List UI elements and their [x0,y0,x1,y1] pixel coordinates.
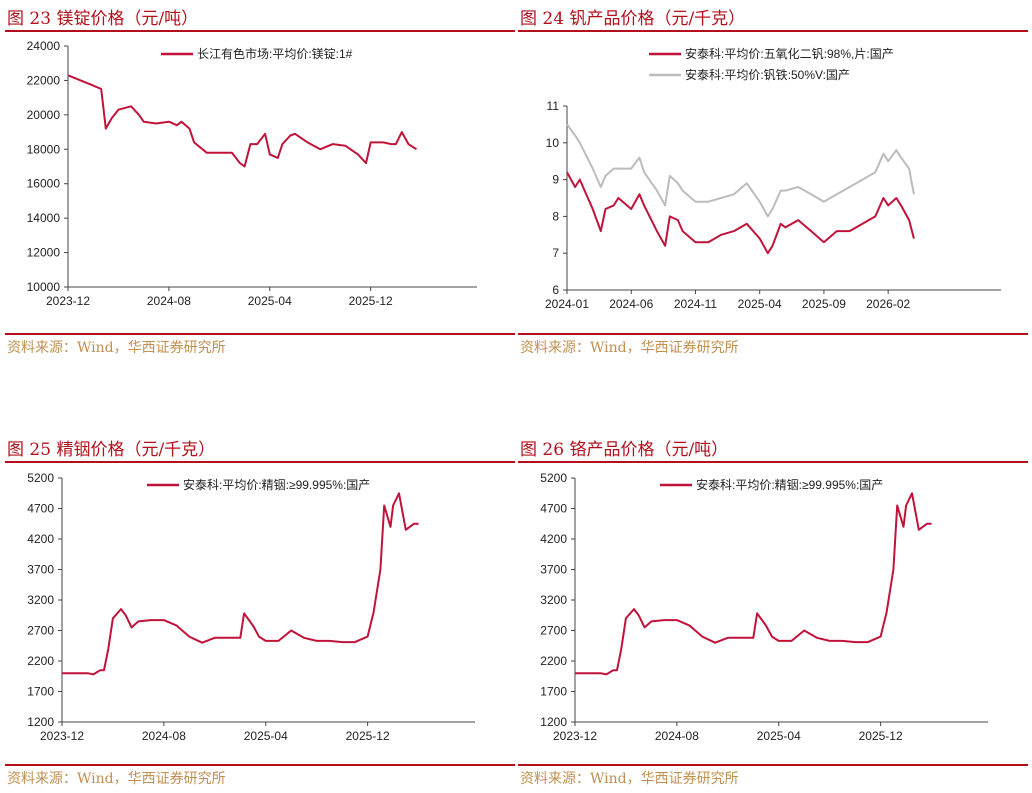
x-tick-label: 2024-08 [655,729,699,743]
source-rule [5,764,515,766]
y-tick-label: 20000 [27,108,61,122]
y-tick-label: 2700 [540,624,567,638]
y-tick-label: 4200 [540,532,567,546]
x-tick-label: 2025-09 [802,297,846,311]
x-tick-label: 2024-11 [674,297,717,311]
x-tick-label: 2025-12 [859,729,903,743]
legend-label: 安泰科:平均价:五氧化二钒:98%,片:国产 [685,46,894,61]
chart-title: 图 23 镁锭价格（元/吨） [7,9,199,29]
series-line [566,123,915,218]
x-tick-label: 2025-12 [346,729,390,743]
x-tick-label: 2023-12 [40,729,84,743]
x-tick-label: 2024-01 [545,297,589,311]
y-tick-label: 18000 [27,142,61,156]
source-rule [518,764,1028,766]
y-tick-label: 4700 [27,502,54,516]
magnesium-price-chart: 10000 12000 14000 16000 18000 20000 22000 24000… [27,39,477,308]
y-tick-label: 22000 [27,73,61,87]
y-tick-label: 2200 [27,654,54,668]
y-tick-label: 4200 [27,532,54,546]
source-rule [518,333,1028,335]
legend-label: 安泰科:平均价:钒铁:50%V:国产 [685,67,850,82]
y-tick-label: 4700 [540,502,567,516]
x-tick-label: 2023-12 [46,294,90,308]
y-tick-label: 10 [546,136,560,150]
x-tick-label: 2025-04 [244,729,288,743]
source-rule [5,333,515,335]
chromium-price-chart: 1200 1700 2200 2700 3200 3700 4200 4700 5200 2023… [540,471,988,743]
x-tick-label: 2024-08 [147,294,191,308]
y-tick-label: 2700 [27,624,54,638]
series-line [575,492,932,676]
series-line [62,492,419,676]
y-tick-label: 1700 [540,685,567,699]
x-tick-label: 2025-04 [757,729,801,743]
x-tick-label: 2025-04 [738,297,782,311]
y-tick-label: 5200 [540,471,567,485]
x-tick-label: 2026-02 [866,297,910,311]
y-tick-label: 10000 [27,280,61,294]
y-tick-label: 6 [552,283,559,297]
y-tick-label: 3700 [540,563,567,577]
y-tick-label: 8 [552,209,559,223]
chart-title: 图 25 精铟价格（元/千克） [7,440,216,460]
source-note: 资料来源：Wind，华西证券研究所 [520,340,739,356]
indium-price-chart: 1200 1700 2200 2700 3200 3700 4200 4700 5200 2023… [27,471,475,743]
y-tick-label: 9 [552,173,559,187]
y-tick-label: 7 [552,246,559,260]
x-tick-label: 2024-08 [142,729,186,743]
source-note: 资料来源：Wind，华西证券研究所 [520,771,739,787]
legend-label: 安泰科:平均价:精铟:≥99.995%:国产 [183,477,370,492]
y-tick-label: 1200 [540,715,567,729]
x-tick-label: 2025-04 [248,294,292,308]
source-note: 资料来源：Wind，华西证券研究所 [7,340,226,356]
series-line [566,171,915,255]
x-tick-label: 2023-12 [553,729,597,743]
series-line [67,74,418,168]
y-tick-label: 24000 [27,39,61,53]
y-tick-label: 12000 [27,246,61,260]
title-rule [518,461,1028,463]
x-tick-label: 2025-12 [349,294,393,308]
y-tick-label: 3200 [27,593,54,607]
y-tick-label: 14000 [27,211,61,225]
y-tick-label: 1200 [27,715,54,729]
chart-title: 图 24 钒产品价格（元/千克） [520,9,746,29]
title-rule [5,461,515,463]
source-note: 资料来源：Wind，华西证券研究所 [7,771,226,787]
y-tick-label: 5200 [27,471,54,485]
y-tick-label: 3200 [540,593,567,607]
vanadium-price-chart: 6 7 8 9 10 11 2024-01 2024-06 2024-11 2025-04 2025… [545,46,1001,311]
y-tick-label: 3700 [27,563,54,577]
y-tick-label: 16000 [27,177,61,191]
legend-label: 安泰科:平均价:精铟:≥99.995%:国产 [696,477,883,492]
x-tick-label: 2024-06 [609,297,653,311]
title-rule [5,30,515,32]
y-tick-label: 2200 [540,654,567,668]
legend-label: 长江有色市场:平均价:镁锭:1# [197,46,353,61]
title-rule [518,30,1028,32]
y-tick-label: 11 [547,99,560,113]
y-tick-label: 1700 [27,685,54,699]
chart-title: 图 26 铬产品价格（元/吨） [520,440,729,460]
